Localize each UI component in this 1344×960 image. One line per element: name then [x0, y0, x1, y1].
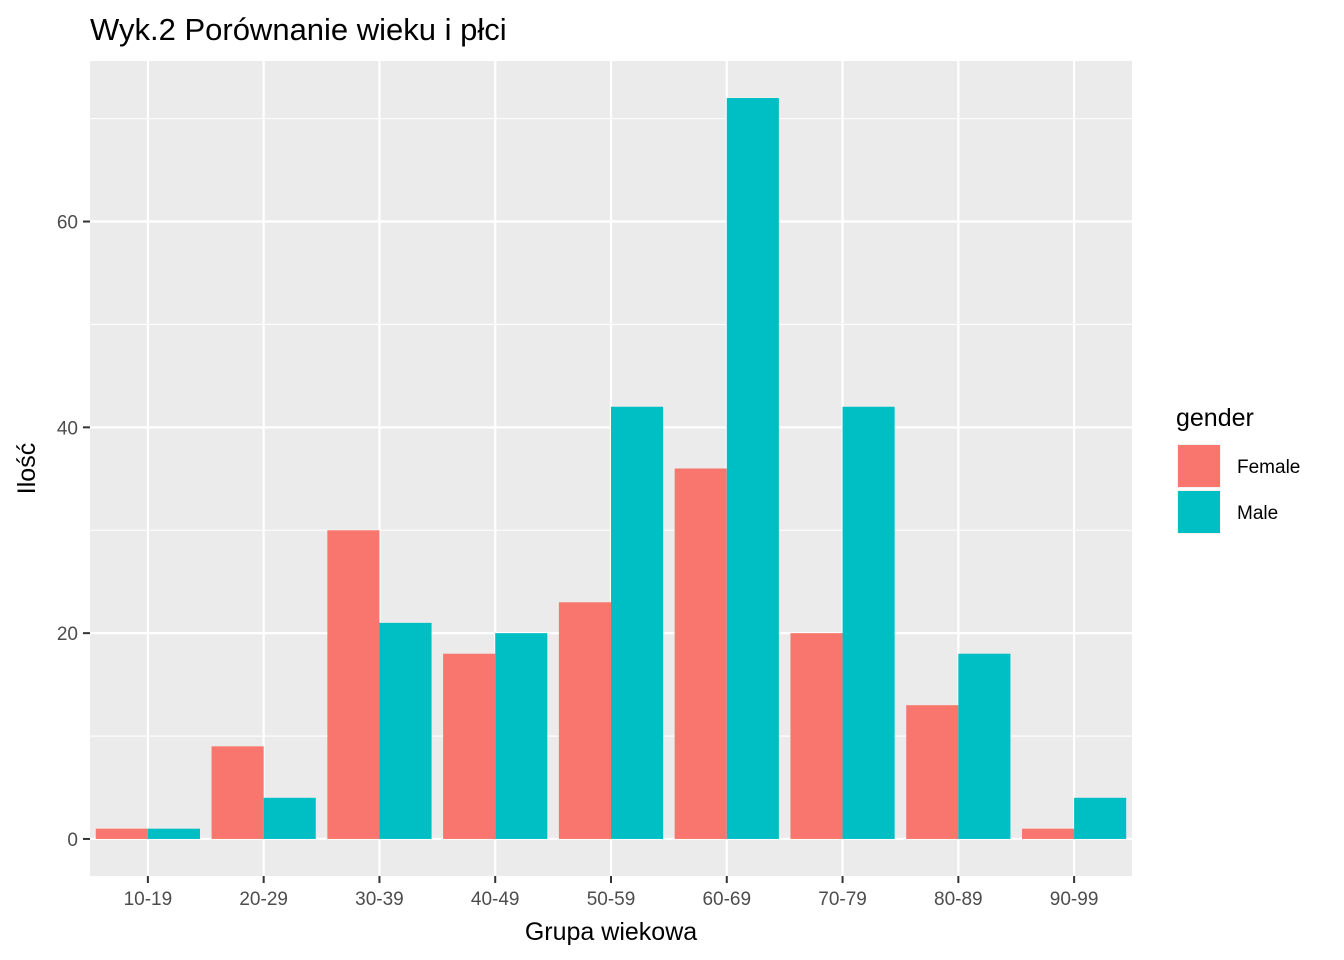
bar-female-40-49	[443, 653, 496, 839]
y-axis: 0 20 40 60	[57, 213, 90, 851]
y-tick-label: 60	[57, 213, 78, 234]
bar-male-80-89	[958, 653, 1011, 839]
bar-male-30-39	[379, 622, 432, 839]
y-axis-title: Ilość	[13, 443, 41, 494]
bar-male-60-69	[726, 98, 779, 839]
bar-female-70-79	[790, 633, 843, 839]
y-tick-label: 0	[67, 830, 78, 851]
legend-swatch-female	[1178, 445, 1220, 487]
bar-female-30-39	[327, 530, 380, 839]
bar-male-50-59	[611, 406, 664, 839]
x-tick-label: 90-99	[1050, 889, 1099, 910]
bar-female-80-89	[906, 705, 959, 839]
x-tick-label: 70-79	[818, 889, 867, 910]
bars	[95, 98, 1127, 839]
bar-male-20-29	[263, 797, 316, 839]
legend: gender Female Male	[1176, 404, 1300, 534]
x-tick-label: 10-19	[124, 889, 173, 910]
y-tick-label: 20	[57, 624, 78, 645]
chart-title: Wyk.2 Porównanie wieku i płci	[90, 12, 507, 47]
x-axis: 10-19 20-29 30-39 40-49 50-59 60-69 70-79 80-89…	[124, 876, 1099, 910]
legend-swatch-male	[1178, 491, 1220, 533]
bar-female-60-69	[674, 468, 727, 839]
bar-male-10-19	[147, 828, 200, 839]
legend-label-male: Male	[1237, 503, 1278, 524]
x-axis-title: Grupa wiekowa	[525, 918, 697, 946]
bar-male-70-79	[842, 406, 895, 839]
x-tick-label: 50-59	[587, 889, 636, 910]
bar-female-50-59	[558, 602, 611, 839]
x-tick-label: 60-69	[702, 889, 751, 910]
x-tick-label: 80-89	[934, 889, 983, 910]
x-tick-label: 30-39	[355, 889, 404, 910]
bar-male-90-99	[1074, 797, 1127, 839]
bar-male-40-49	[495, 633, 548, 839]
bar-female-90-99	[1022, 828, 1075, 839]
legend-title: gender	[1176, 404, 1254, 432]
bar-female-10-19	[95, 828, 148, 839]
bar-female-20-29	[211, 746, 264, 839]
y-tick-label: 40	[57, 418, 78, 439]
x-tick-label: 40-49	[471, 889, 520, 910]
legend-label-female: Female	[1237, 457, 1300, 478]
x-tick-label: 20-29	[239, 889, 288, 910]
